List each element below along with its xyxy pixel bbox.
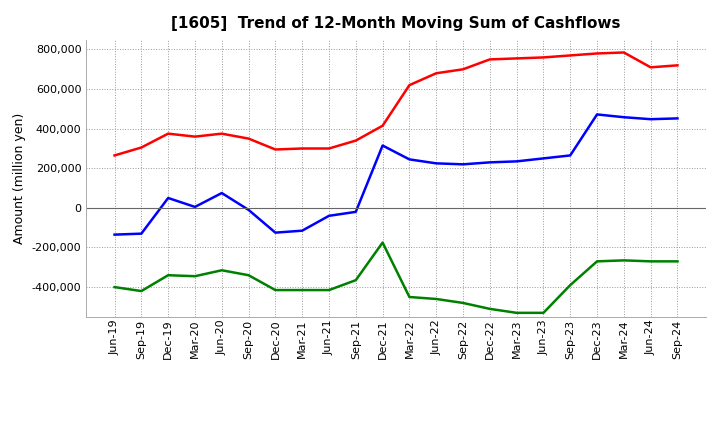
Free Cashflow xyxy=(137,231,145,236)
Operating Cashflow xyxy=(325,146,333,151)
Investing Cashflow xyxy=(593,259,601,264)
Investing Cashflow xyxy=(298,287,307,293)
Free Cashflow xyxy=(271,230,279,235)
Free Cashflow xyxy=(593,112,601,117)
Free Cashflow xyxy=(485,160,494,165)
Investing Cashflow xyxy=(137,288,145,293)
Investing Cashflow xyxy=(513,310,521,315)
Operating Cashflow xyxy=(405,82,414,88)
Investing Cashflow xyxy=(673,259,682,264)
Investing Cashflow xyxy=(217,268,226,273)
Investing Cashflow xyxy=(271,287,279,293)
Operating Cashflow xyxy=(647,65,655,70)
Free Cashflow xyxy=(298,228,307,233)
Investing Cashflow xyxy=(619,258,628,263)
Operating Cashflow xyxy=(271,147,279,152)
Operating Cashflow xyxy=(566,53,575,58)
Operating Cashflow xyxy=(485,57,494,62)
Operating Cashflow xyxy=(539,55,548,60)
Operating Cashflow xyxy=(137,145,145,150)
Investing Cashflow xyxy=(647,259,655,264)
Operating Cashflow xyxy=(298,146,307,151)
Investing Cashflow xyxy=(244,272,253,278)
Free Cashflow xyxy=(164,195,173,201)
Operating Cashflow xyxy=(217,131,226,136)
Free Cashflow xyxy=(619,114,628,120)
Title: [1605]  Trend of 12-Month Moving Sum of Cashflows: [1605] Trend of 12-Month Moving Sum of C… xyxy=(171,16,621,32)
Investing Cashflow xyxy=(459,300,467,305)
Y-axis label: Amount (million yen): Amount (million yen) xyxy=(14,113,27,244)
Line: Investing Cashflow: Investing Cashflow xyxy=(114,242,678,313)
Free Cashflow xyxy=(351,209,360,214)
Operating Cashflow xyxy=(110,153,119,158)
Investing Cashflow xyxy=(485,306,494,312)
Operating Cashflow xyxy=(593,51,601,56)
Line: Operating Cashflow: Operating Cashflow xyxy=(114,52,678,155)
Investing Cashflow xyxy=(191,274,199,279)
Free Cashflow xyxy=(217,191,226,196)
Operating Cashflow xyxy=(191,134,199,139)
Investing Cashflow xyxy=(432,297,441,302)
Free Cashflow xyxy=(513,159,521,164)
Operating Cashflow xyxy=(459,66,467,72)
Investing Cashflow xyxy=(539,310,548,315)
Free Cashflow xyxy=(325,213,333,218)
Free Cashflow xyxy=(378,143,387,148)
Investing Cashflow xyxy=(110,284,119,290)
Operating Cashflow xyxy=(513,56,521,61)
Free Cashflow xyxy=(244,207,253,213)
Investing Cashflow xyxy=(566,282,575,288)
Operating Cashflow xyxy=(164,131,173,136)
Free Cashflow xyxy=(539,156,548,161)
Free Cashflow xyxy=(673,116,682,121)
Free Cashflow xyxy=(405,157,414,162)
Free Cashflow xyxy=(191,204,199,209)
Free Cashflow xyxy=(459,161,467,167)
Investing Cashflow xyxy=(164,272,173,278)
Investing Cashflow xyxy=(405,294,414,300)
Operating Cashflow xyxy=(244,136,253,141)
Operating Cashflow xyxy=(378,123,387,128)
Operating Cashflow xyxy=(619,50,628,55)
Operating Cashflow xyxy=(351,138,360,143)
Investing Cashflow xyxy=(325,287,333,293)
Free Cashflow xyxy=(432,161,441,166)
Free Cashflow xyxy=(110,232,119,237)
Free Cashflow xyxy=(647,117,655,122)
Operating Cashflow xyxy=(432,70,441,76)
Line: Free Cashflow: Free Cashflow xyxy=(114,114,678,235)
Investing Cashflow xyxy=(378,240,387,245)
Investing Cashflow xyxy=(351,278,360,283)
Free Cashflow xyxy=(566,153,575,158)
Operating Cashflow xyxy=(673,62,682,68)
